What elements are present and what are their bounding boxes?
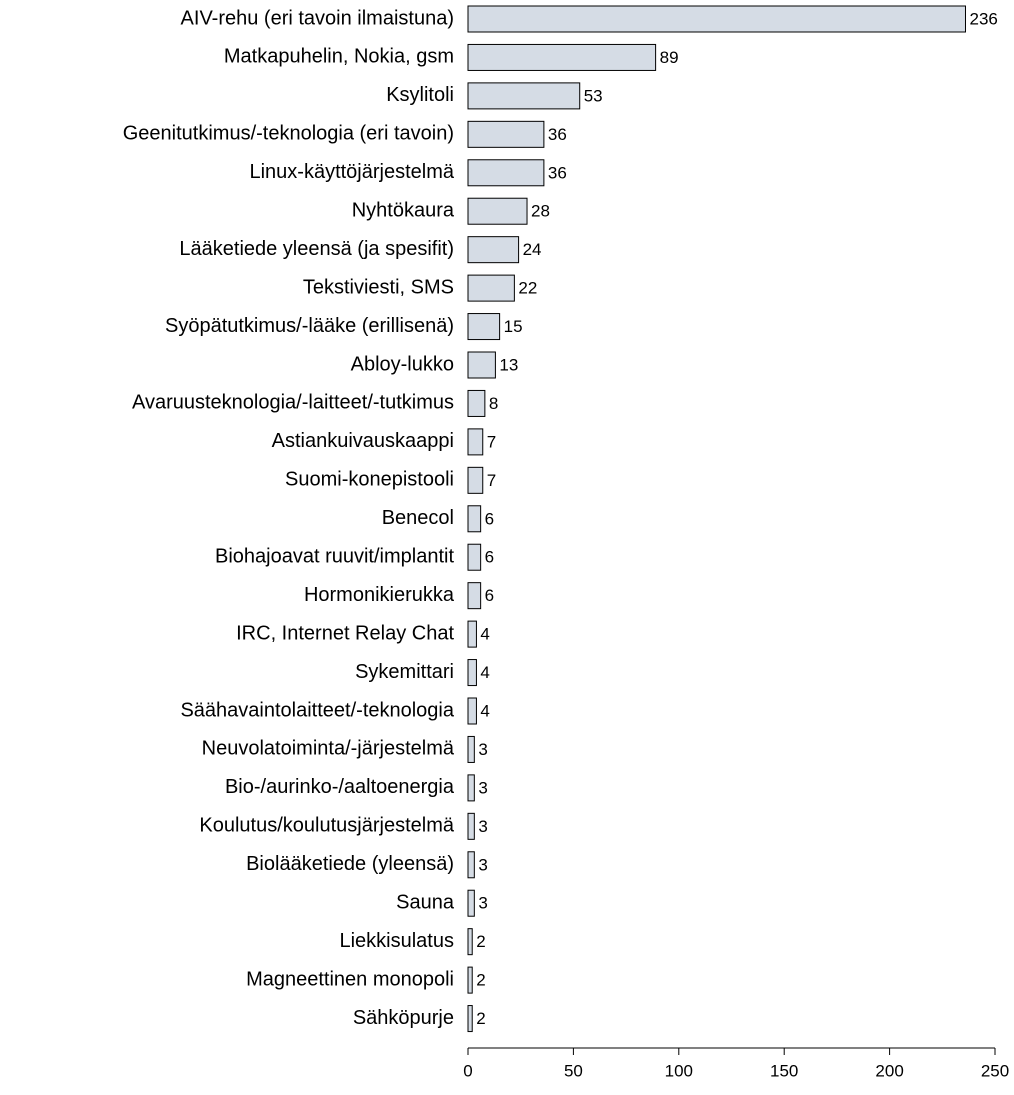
y-tick-label: Tekstiviesti, SMS: [303, 276, 454, 298]
bar: [467, 812, 475, 840]
bar: [467, 82, 581, 110]
x-tick-label: 200: [875, 1061, 903, 1080]
y-tick-label: Linux-käyttöjärjestelmä: [249, 161, 454, 183]
value-label: 28: [531, 202, 550, 221]
value-label: 6: [485, 509, 494, 528]
y-tick-label: Avaruusteknologia/-laitteet/-tutkimus: [132, 392, 454, 414]
y-tick-label: Matkapuhelin, Nokia, gsm: [224, 46, 454, 68]
value-label: 22: [518, 279, 537, 298]
value-label: 2: [476, 932, 485, 951]
value-label: 4: [480, 701, 489, 720]
value-label: 236: [969, 9, 997, 28]
value-label: 6: [485, 548, 494, 567]
y-tick-label: Magneettinen monopoli: [246, 968, 454, 990]
y-tick-label: Säähavaintolaitteet/-teknologia: [180, 699, 454, 721]
x-tick-label: 100: [665, 1061, 693, 1080]
value-label: 4: [480, 663, 489, 682]
y-tick-label: IRC, Internet Relay Chat: [236, 622, 454, 644]
value-label: 8: [489, 394, 498, 413]
value-label: 3: [478, 855, 487, 874]
y-tick-label: Sähköpurje: [353, 1007, 454, 1029]
y-tick-label: AIV-rehu (eri tavoin ilmaistuna): [181, 7, 454, 29]
bar: [467, 659, 477, 687]
bar: [467, 582, 482, 610]
bar: [467, 966, 473, 994]
x-tick-label: 50: [564, 1061, 583, 1080]
x-tick-label: 150: [770, 1061, 798, 1080]
bar: [467, 159, 545, 187]
y-tick-label: Liekkisulatus: [339, 930, 454, 952]
bar: [467, 351, 496, 379]
value-label: 3: [478, 740, 487, 759]
bar: [467, 851, 475, 879]
bar: [467, 274, 515, 302]
y-tick-label: Abloy-lukko: [351, 353, 454, 375]
y-tick-label: Nyhtökaura: [352, 200, 455, 222]
y-tick-label: Lääketiede yleensä (ja spesifit): [179, 238, 454, 260]
value-label: 53: [584, 86, 603, 105]
y-tick-label: Bio-/aurinko-/aaltoenergia: [225, 776, 455, 798]
value-label: 3: [478, 778, 487, 797]
value-label: 15: [504, 317, 523, 336]
bar: [467, 313, 501, 341]
value-label: 7: [487, 471, 496, 490]
y-tick-label: Suomi-konepistooli: [285, 469, 454, 491]
y-tick-label: Syöpätutkimus/-lääke (erillisenä): [165, 315, 454, 337]
bar: [467, 697, 477, 725]
bar: [467, 120, 545, 148]
value-label: 3: [478, 894, 487, 913]
value-label: 6: [485, 586, 494, 605]
bar: [467, 197, 528, 225]
value-label: 13: [499, 355, 518, 374]
bar: [467, 389, 486, 417]
bar: [467, 43, 657, 71]
value-label: 7: [487, 432, 496, 451]
y-tick-label: Sykemittari: [355, 661, 454, 683]
bar: [467, 236, 520, 264]
y-tick-label: Ksylitoli: [386, 84, 454, 106]
x-tick-label: 0: [463, 1061, 472, 1080]
y-tick-label: Astiankuivauskaappi: [272, 430, 454, 452]
bar: [467, 1005, 473, 1033]
bar: [467, 620, 477, 648]
value-label: 3: [478, 817, 487, 836]
bar: [467, 774, 475, 802]
bar: [467, 889, 475, 917]
value-label: 2: [476, 1009, 485, 1028]
bar: [467, 466, 484, 494]
bar: [467, 5, 966, 33]
y-tick-label: Geenitutkimus/-teknologia (eri tavoin): [123, 123, 454, 145]
y-tick-label: Sauna: [396, 892, 455, 914]
value-label: 24: [523, 240, 542, 259]
y-tick-label: Hormonikierukka: [304, 584, 455, 606]
value-label: 2: [476, 971, 485, 990]
y-tick-label: Benecol: [382, 507, 454, 529]
value-label: 4: [480, 625, 489, 644]
y-tick-label: Koulutus/koulutusjärjestelmä: [199, 815, 454, 837]
bar: [467, 928, 473, 956]
value-label: 36: [548, 125, 567, 144]
y-tick-label: Biohajoavat ruuvit/implantit: [215, 546, 454, 568]
bar: [467, 505, 482, 533]
y-tick-label: Biolääketiede (yleensä): [246, 853, 454, 875]
value-label: 89: [660, 48, 679, 67]
bar: [467, 735, 475, 763]
value-label: 36: [548, 163, 567, 182]
x-tick-label: 250: [981, 1061, 1009, 1080]
bar: [467, 428, 484, 456]
y-tick-label: Neuvolatoiminta/-järjestelmä: [202, 738, 455, 760]
bar: [467, 543, 482, 571]
